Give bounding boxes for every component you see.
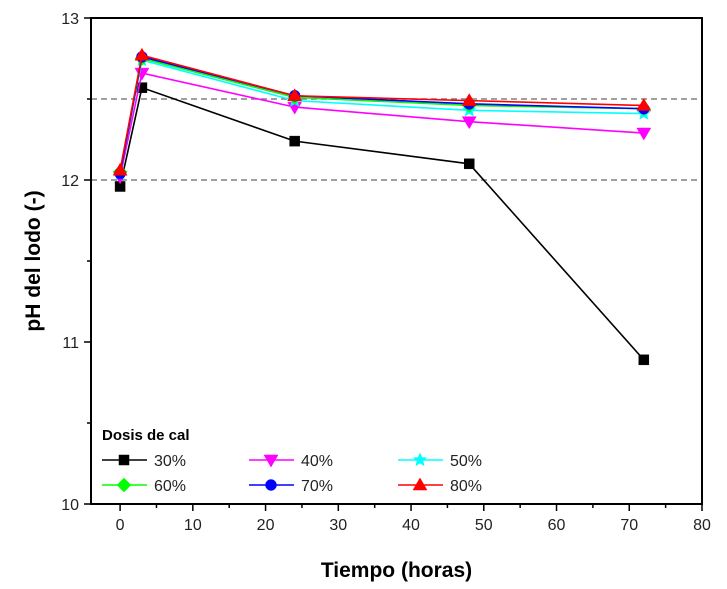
legend-label: 80% — [450, 478, 482, 495]
legend-label: 50% — [450, 453, 482, 470]
series-line — [119, 72, 644, 177]
y-tick-label: 13 — [61, 11, 79, 28]
reference-lines — [91, 98, 702, 181]
marker-star — [412, 452, 428, 467]
legend-item: 60% — [102, 477, 186, 495]
x-tick-label: 30 — [329, 517, 347, 534]
legend-item: 70% — [249, 478, 333, 495]
x-axis: 0 10 20 30 40 50 60 70 80 — [116, 504, 711, 534]
legend-item: 40% — [249, 453, 333, 470]
x-tick-label: 0 — [116, 517, 125, 534]
y-axis-title: pH del lodo (-) — [22, 190, 45, 331]
marker-triangle-up — [636, 97, 652, 111]
x-tick-label: 20 — [257, 517, 275, 534]
marker-square — [463, 158, 475, 170]
x-tick-label: 60 — [548, 517, 566, 534]
series-40pct — [112, 67, 652, 185]
legend-label: 60% — [154, 478, 186, 495]
y-tick-label: 12 — [61, 173, 79, 190]
legend-label: 40% — [301, 453, 333, 470]
legend-label: 30% — [154, 453, 186, 470]
x-tick-label: 50 — [475, 517, 493, 534]
legend-title: Dosis de cal — [102, 427, 190, 444]
x-tick-label: 40 — [402, 517, 420, 534]
marker-square — [289, 135, 300, 147]
marker-square — [638, 354, 650, 366]
x-tick-label: 70 — [620, 517, 638, 534]
legend-item: 50% — [398, 452, 482, 470]
marker-diamond — [116, 477, 132, 493]
x-tick-label: 80 — [693, 517, 711, 534]
marker-triangle-up — [134, 47, 150, 61]
marker-triangle-up — [412, 477, 428, 491]
series-80pct — [112, 47, 652, 176]
marker-triangle-up — [112, 162, 128, 176]
marker-triangle-up — [287, 88, 303, 102]
marker-triangle-down — [263, 454, 279, 468]
legend-item: 80% — [398, 477, 482, 495]
x-axis-title: Tiempo (horas) — [321, 559, 472, 582]
x-tick-label: 10 — [184, 517, 202, 534]
marker-triangle-down — [461, 116, 477, 130]
legend-label: 70% — [301, 478, 333, 495]
marker-circle — [265, 479, 277, 491]
series-30pct — [114, 82, 650, 366]
marker-square — [118, 454, 130, 466]
marker-triangle-down — [636, 127, 652, 141]
series-70pct — [114, 51, 650, 180]
y-axis: 10 11 12 13 — [61, 11, 91, 514]
marker-triangle-up — [461, 93, 477, 106]
series-line — [119, 59, 644, 174]
series-layer — [112, 47, 652, 366]
y-tick-label: 10 — [61, 497, 79, 514]
y-tick-label: 11 — [62, 335, 79, 352]
legend: Dosis de cal 30% 40% 50% 60% 70% 80% — [102, 427, 482, 495]
legend-item: 30% — [102, 453, 186, 470]
